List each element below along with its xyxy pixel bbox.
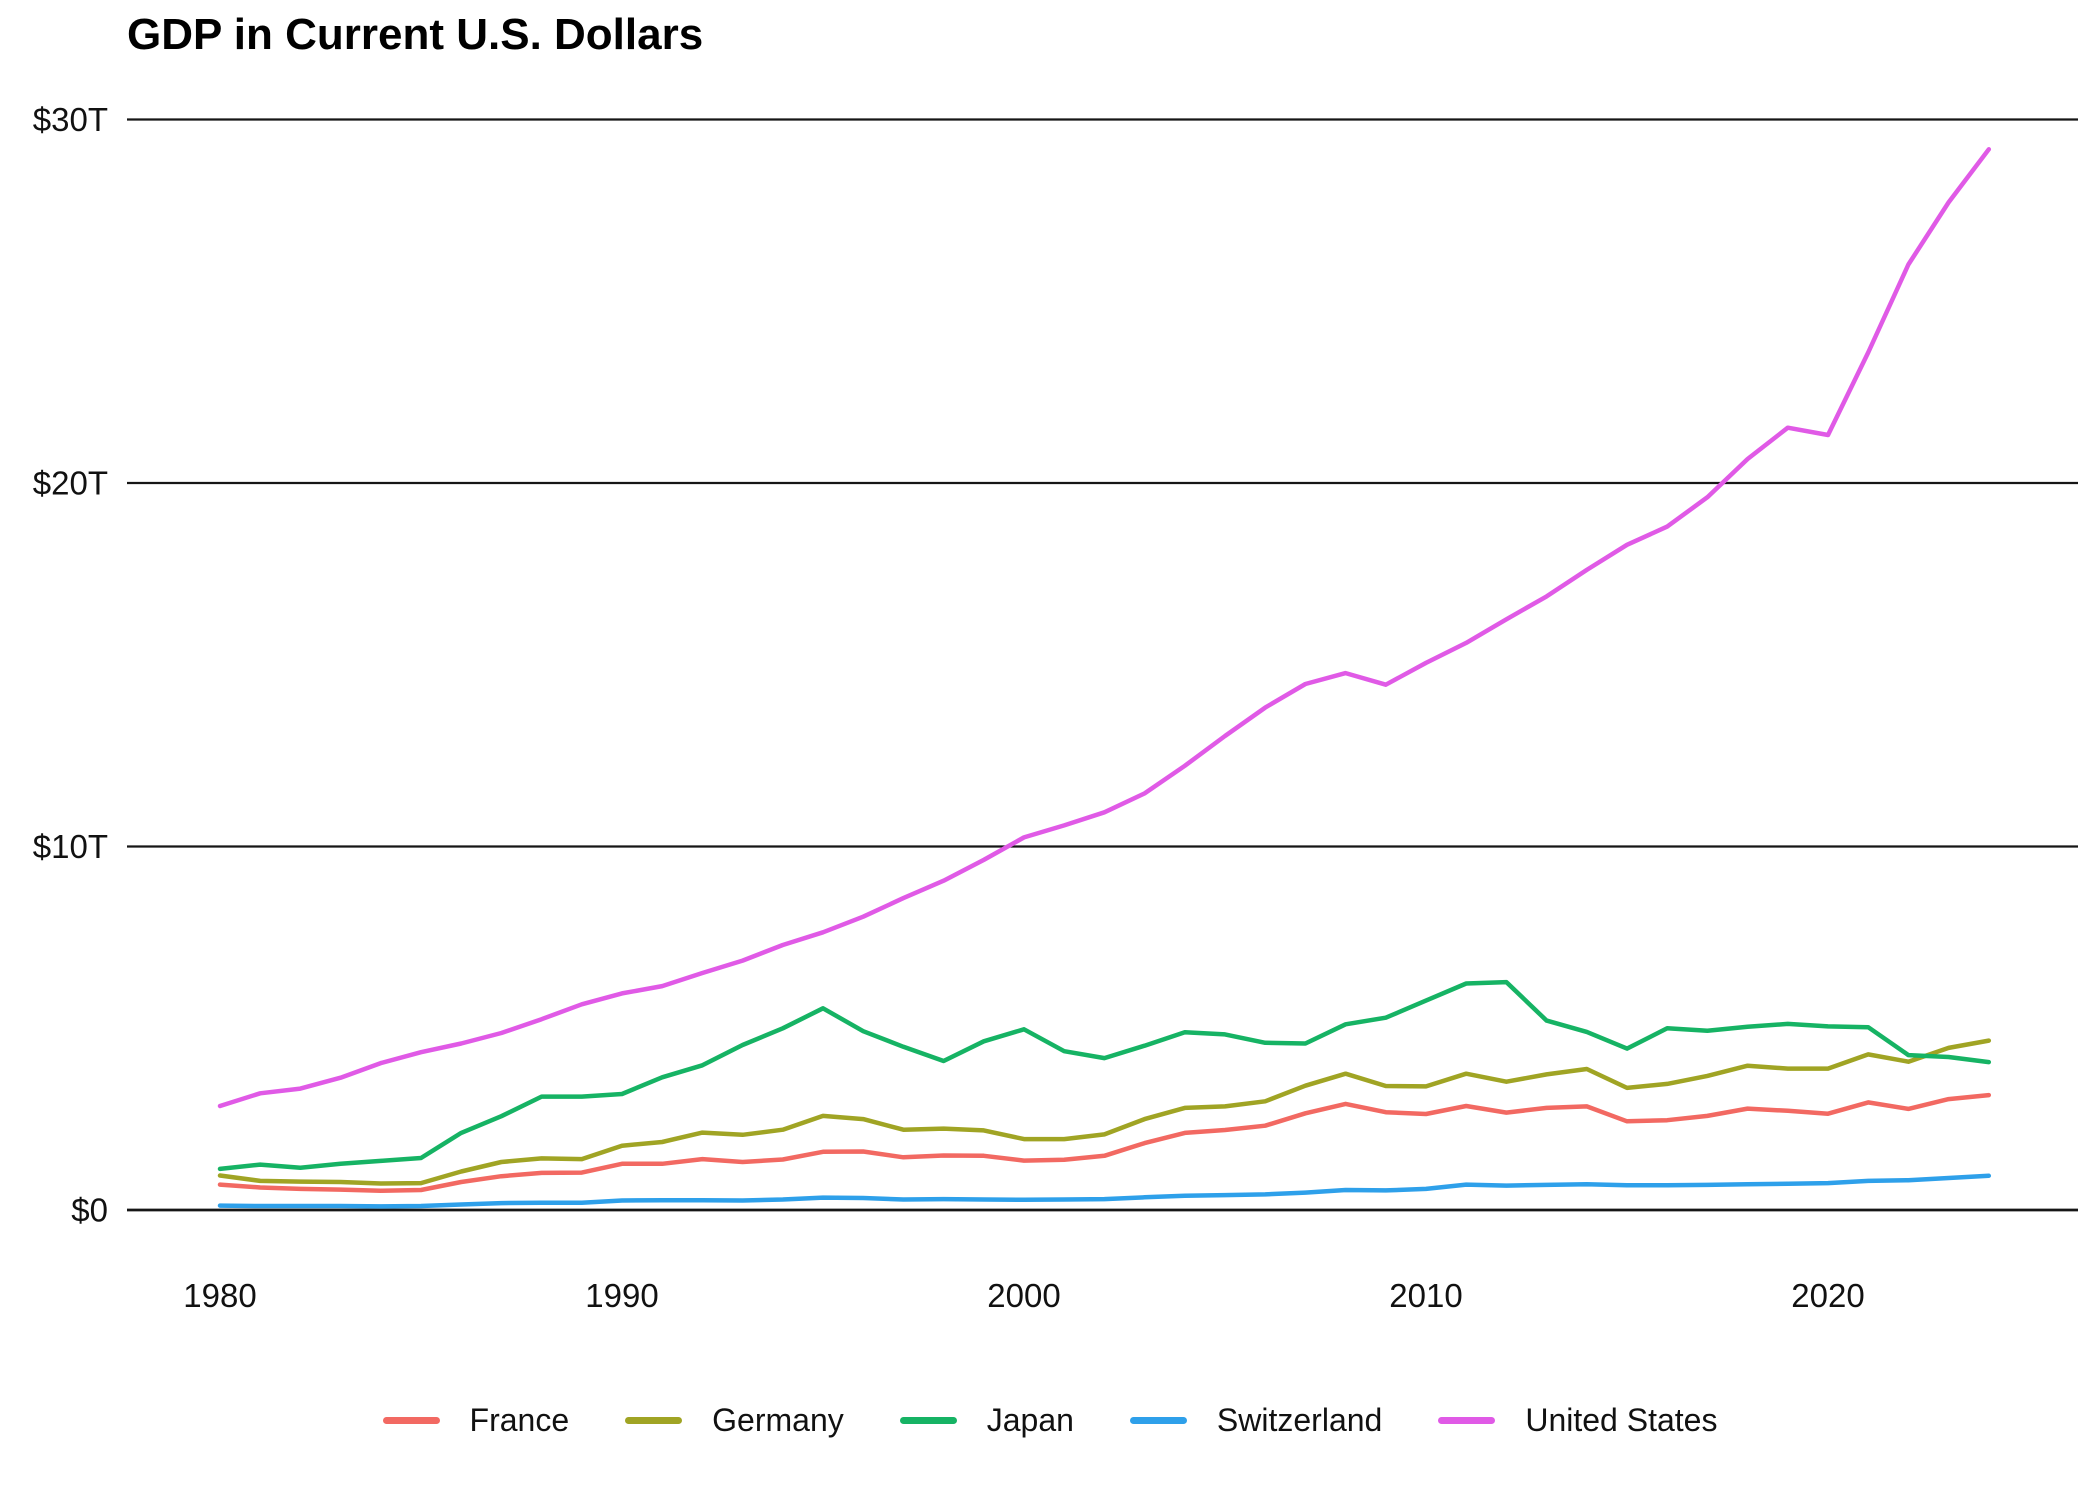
legend-label: Switzerland	[1216, 1401, 1383, 1438]
legend-label: Japan	[986, 1401, 1074, 1438]
series-line-united-states	[217, 147, 1992, 1109]
legend-swatch-icon	[899, 1416, 957, 1424]
series-line-japan	[217, 979, 1992, 1172]
legend-swatch-icon	[625, 1416, 683, 1424]
y-tick-label: $0	[71, 1192, 108, 1229]
x-tick-label: 1990	[585, 1277, 658, 1314]
chart-legend: France Germany Japan Switzerland United Stat…	[0, 1394, 2100, 1446]
legend-item-germany: Germany	[625, 1402, 844, 1439]
x-tick-label: 1980	[183, 1277, 256, 1314]
legend-label: France	[469, 1401, 570, 1438]
legend-item-japan: Japan	[899, 1401, 1074, 1439]
legend-item-switzerland: Switzerland	[1129, 1401, 1383, 1439]
x-tick-label: 2010	[1389, 1277, 1462, 1314]
legend-item-france: France	[382, 1401, 570, 1439]
series-line-switzerland	[217, 1173, 1992, 1209]
legend-swatch-icon	[1129, 1416, 1187, 1424]
legend-item-united-states: United States	[1438, 1402, 1717, 1439]
y-tick-label: $10T	[33, 828, 108, 865]
chart-title: GDP in Current U.S. Dollars	[127, 10, 704, 59]
legend-swatch-icon	[1438, 1416, 1496, 1424]
legend-label: United States	[1525, 1401, 1718, 1438]
y-tick-label: $30T	[33, 101, 108, 138]
legend-swatch-icon	[382, 1416, 440, 1424]
series-line-germany	[217, 1038, 1992, 1186]
legend-label: Germany	[712, 1401, 844, 1438]
x-tick-label: 2000	[987, 1277, 1060, 1314]
y-tick-label: $20T	[33, 465, 108, 502]
series-line-france	[217, 1092, 1992, 1193]
x-tick-label: 2020	[1791, 1277, 1864, 1314]
